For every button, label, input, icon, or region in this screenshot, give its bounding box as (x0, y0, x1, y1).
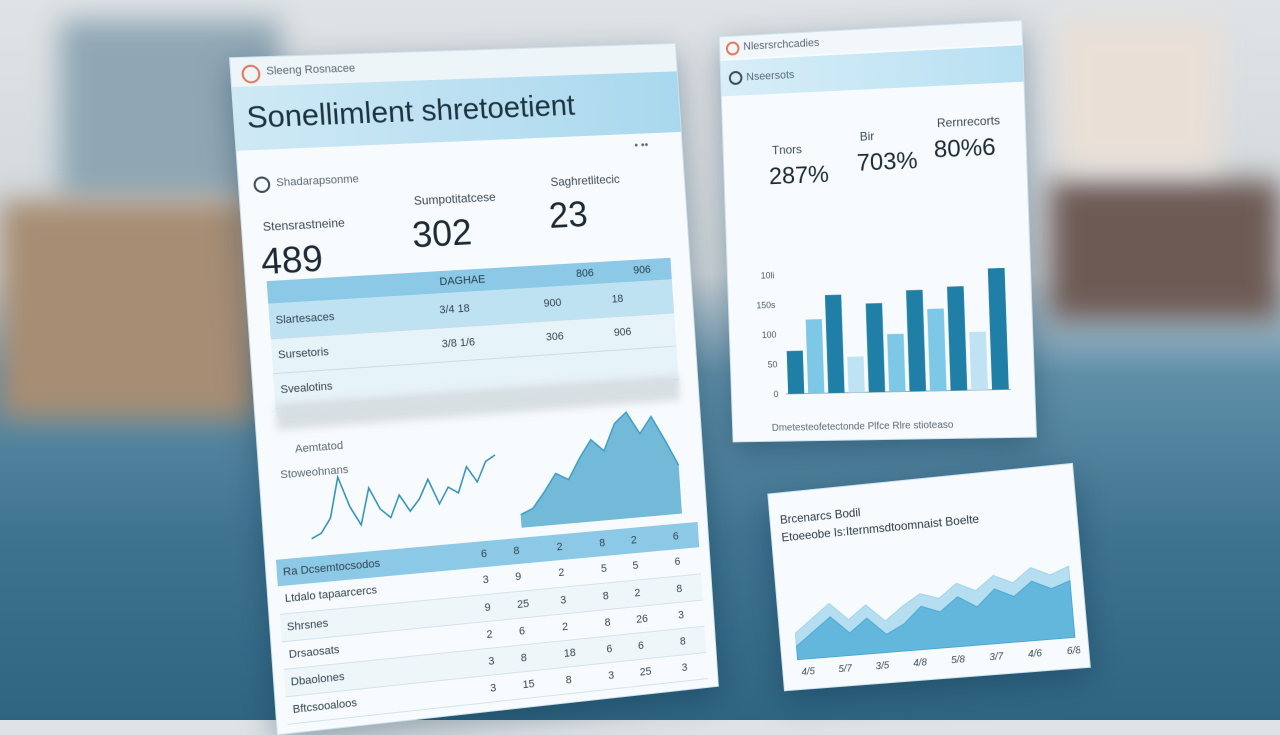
y-tick-label: 10li (761, 270, 775, 280)
panel-title: Sonellimlent shretoetient (245, 88, 576, 135)
grid-cell: 2 (486, 627, 493, 641)
grid-cell: 9 (484, 601, 492, 614)
table-cell: 18 (611, 292, 624, 306)
x-tick-label: 4/6 (1028, 648, 1044, 660)
y-tick-label: 50 (768, 359, 778, 369)
x-tick-label: 4/8 (913, 657, 928, 669)
section-icon (253, 176, 271, 194)
grid-header-cell: 2 (630, 534, 638, 547)
grid-cell: 3 (677, 608, 685, 622)
bar (786, 350, 805, 394)
grid-cell: 8 (604, 616, 611, 629)
bar (824, 294, 845, 394)
grid-cell: 3 (489, 681, 497, 695)
y-tick-label: 0 (773, 389, 778, 399)
bar (906, 289, 927, 392)
grid-cell: 8 (602, 589, 610, 603)
panel-header-text: Nlesrsrchcadies (743, 36, 820, 53)
grid-cell: 3 (487, 654, 495, 668)
grid-cell: 25 (639, 665, 652, 679)
y-tick-label: 150s (756, 300, 776, 311)
section-icon (728, 70, 743, 86)
grid-cell: 6 (606, 642, 613, 656)
table-cell: 3/8 1/6 (441, 336, 476, 351)
bar-chart: 10li 150s 100 50 0 (756, 267, 1019, 399)
section-label: Shadarapsonme (275, 173, 360, 190)
table-header-cell: DAGHAE (439, 273, 486, 289)
x-tick-label: 4/5 (801, 666, 816, 678)
grid-cell: 3 (482, 574, 490, 587)
table-header-cell: 906 (632, 263, 652, 277)
kpi-label: Tnors (771, 142, 803, 158)
grid-cell: 2 (557, 566, 565, 580)
grid-cell: 8 (675, 582, 683, 595)
bar (927, 308, 947, 391)
x-tick-label: 3/5 (875, 660, 890, 672)
x-tick-label: 6/8 (1066, 645, 1081, 658)
grid-cell: 15 (522, 677, 535, 691)
area (793, 578, 1075, 660)
background-books (1050, 180, 1280, 320)
corner-dots: • •• (634, 139, 649, 152)
area-chart (508, 396, 688, 528)
right-top-panel: Nlesrsrchcadies Nseersots Tnors 287% Bir 70… (718, 19, 1037, 443)
grid-cell: 6 (674, 556, 681, 569)
panel-footer: Dmetesteofetectonde Plfce Rlre stioteaso (771, 419, 954, 434)
background-window (1060, 20, 1220, 170)
x-tick-label: 5/7 (838, 663, 853, 675)
y-tick-label: 100 (762, 330, 777, 340)
left-panel: Sleeng Rosnacee Sonellimlent shretoetien… (228, 42, 719, 735)
kpi-value: 80%6 (933, 133, 997, 164)
bar (847, 356, 865, 393)
right-bottom-panel: Brcenarcs Bodil Etoeeobe Is:Iternmsdtoom… (767, 462, 1091, 692)
grid-header-cell: 6 (672, 530, 680, 543)
kpi-label: Rernrecorts (936, 113, 1001, 131)
kpi-value: 489 (259, 237, 325, 283)
app-name: Sleeng Rosnacee (265, 62, 356, 78)
line-chart (299, 430, 507, 557)
x-tick-label: 5/8 (951, 654, 966, 666)
bar (947, 286, 968, 391)
grid-cell: 5 (632, 559, 639, 573)
bar (987, 267, 1009, 390)
kpi-label: Stensrastneine (262, 215, 346, 235)
area-chart: 4/5 5/7 3/5 4/8 5/8 3/7 4/6 6/8 (785, 536, 1081, 678)
table-header-cell: 806 (575, 267, 595, 281)
subheader-text: Nseersots (746, 69, 795, 84)
bar (805, 319, 825, 394)
grid-cell: 3 (607, 669, 615, 682)
bar (887, 333, 906, 392)
kpi-label: Sumpotitatcese (413, 189, 497, 208)
grid-cell: 8 (565, 673, 572, 687)
kpi-value: 23 (547, 193, 589, 236)
kpi-value: 703% (856, 147, 919, 177)
grid-table: Ra Dcsemtocsodos 6 8 2 8 2 6 Ltdalo tapaarcercs… (275, 521, 718, 733)
grid-header-cell: 6 (480, 547, 488, 561)
background-cabinet (0, 200, 260, 420)
table-cell: 306 (545, 330, 565, 344)
grid-cell: 9 (514, 570, 522, 584)
bar (969, 331, 988, 391)
bar (866, 302, 885, 393)
kpi-value: 302 (410, 211, 474, 256)
app-icon (241, 64, 261, 84)
kpi-label: Saghretlitecic (550, 171, 621, 190)
grid-header-cell: 8 (598, 537, 606, 550)
kpi-label: Bir (859, 129, 875, 144)
line (307, 455, 500, 539)
table-cell: 900 (543, 296, 562, 310)
kpi-value: 287% (768, 160, 830, 191)
grid-cell: 8 (679, 635, 687, 648)
area (514, 408, 682, 528)
grid-cell: 3 (681, 661, 688, 674)
grid-cell: 5 (600, 562, 608, 576)
x-tick-label: 3/7 (989, 651, 1004, 663)
app-icon (725, 41, 740, 56)
table-cell: 906 (613, 326, 632, 339)
